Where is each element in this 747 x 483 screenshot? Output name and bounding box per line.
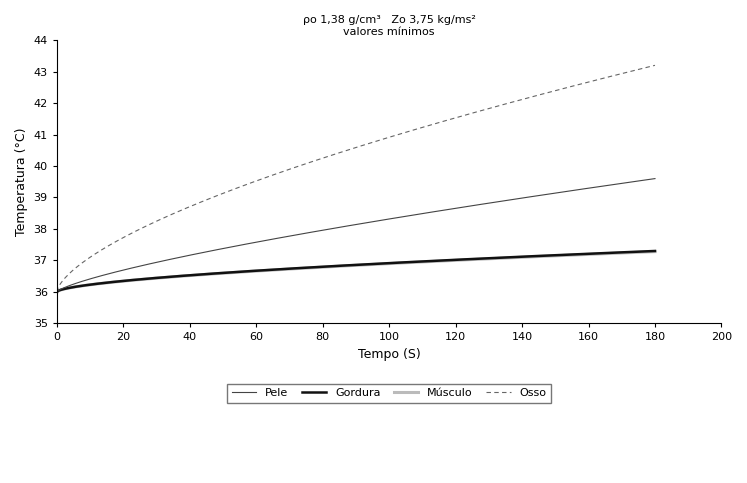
Legend: Pele, Gordura, Músculo, Osso: Pele, Gordura, Músculo, Osso — [227, 384, 551, 403]
Y-axis label: Temperatura (°C): Temperatura (°C) — [15, 128, 28, 236]
X-axis label: Tempo (S): Tempo (S) — [358, 348, 421, 361]
Title: ρo 1,38 g/cm³   Zo 3,75 kg/ms²
valores mínimos: ρo 1,38 g/cm³ Zo 3,75 kg/ms² valores mín… — [303, 15, 476, 37]
